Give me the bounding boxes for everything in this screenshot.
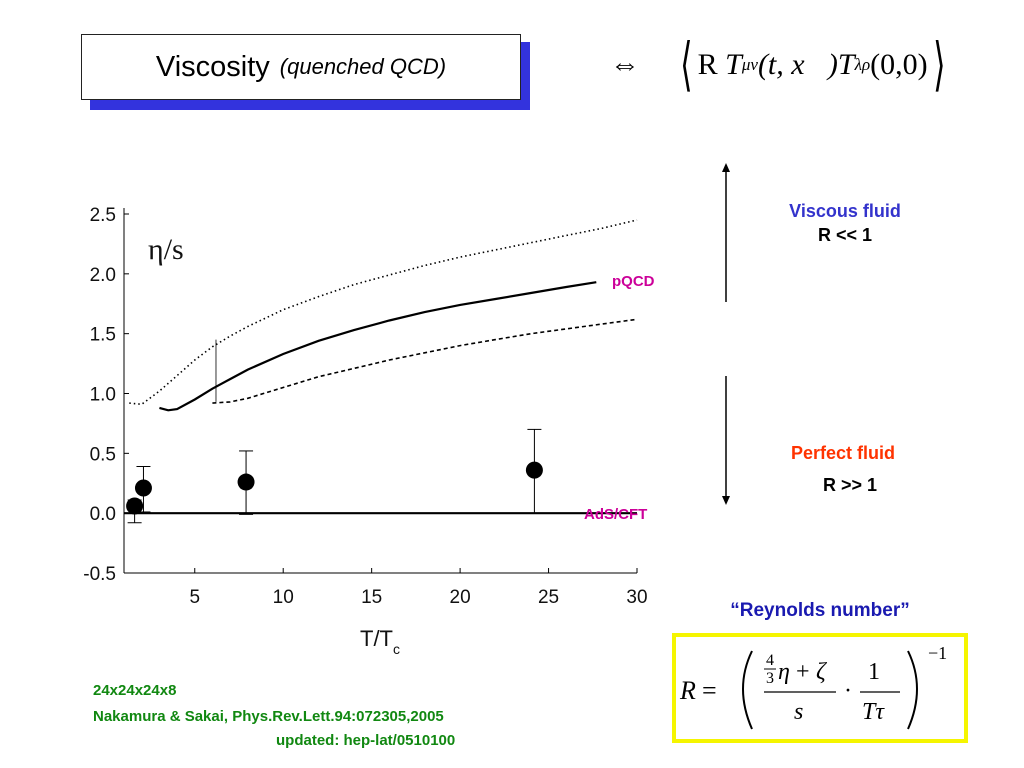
svg-text:Tτ: Tτ — [862, 699, 885, 725]
correlator-sub1: μν — [741, 55, 758, 74]
correlator-t1: T — [725, 48, 742, 81]
x-tick-label: 30 — [626, 587, 647, 608]
x-axis-label-sub: c — [393, 641, 400, 657]
x-axis-label: T/Tc — [360, 626, 400, 657]
correlator-t2: T — [837, 48, 855, 81]
x-axis-label-main: T/T — [360, 626, 393, 651]
correlator-sub2: λρ — [854, 55, 871, 74]
x-tick-label: 15 — [361, 587, 382, 608]
y-tick-label: 0.0 — [90, 504, 116, 525]
viscous-fluid-label: Viscous fluid — [789, 201, 901, 221]
svg-text:1: 1 — [868, 659, 880, 685]
left-angle-bracket: ⟨ — [680, 32, 693, 97]
reynolds-number-title: “Reynolds number” — [730, 600, 910, 621]
title-main: Viscosity — [155, 50, 270, 83]
reynolds-formula: R = 4 3 η + ζ s · 1 Tτ −1 — [679, 643, 947, 730]
y-tick-label: 0.5 — [90, 444, 116, 465]
correlator-args1: (t, x⃗) — [757, 48, 838, 81]
up-arrow-head — [722, 163, 730, 172]
r-less-than-one: R << 1 — [817, 225, 873, 245]
svg-text:4: 4 — [766, 652, 774, 669]
y-tick-label: 1.5 — [90, 325, 116, 346]
data-point — [134, 479, 152, 497]
series-line-1 — [129, 219, 638, 406]
perfect-fluid-label: Perfect fluid — [790, 443, 896, 463]
svg-text:·: · — [844, 678, 852, 704]
chart-series — [124, 219, 638, 515]
correlator-args2: (0,0) — [870, 48, 928, 81]
y-tick-label: -0.5 — [83, 564, 116, 585]
pqcd-label: pQCD — [612, 273, 655, 290]
y-tick-label: 2.5 — [90, 205, 116, 226]
down-arrow-head — [722, 496, 730, 505]
r-greater-than-one: R >> 1 — [822, 475, 878, 495]
title-subtitle: (quenched QCD) — [279, 54, 447, 79]
chart-axes: -0.5 0.0 0.5 1.0 1.5 2.0 2.5 5 10 15 20 25 30 — [83, 205, 647, 608]
svg-text:=: = — [702, 676, 717, 705]
x-tick-label: 5 — [189, 587, 200, 608]
x-tick-label: 25 — [538, 587, 559, 608]
data-point — [237, 473, 255, 491]
paper-reference: Nakamura & Sakai, Phys.Rev.Lett.94:07230… — [93, 708, 444, 725]
svg-text:R: R — [679, 676, 696, 705]
slide-title: Viscosity (quenched QCD) — [81, 34, 521, 100]
svg-text:+: + — [796, 659, 810, 685]
right-angle-bracket: ⟩ — [932, 32, 946, 97]
x-tick-label: 10 — [273, 587, 294, 608]
y-tick-label: 2.0 — [90, 265, 116, 286]
svg-text:−1: −1 — [928, 643, 947, 663]
correlator-r: R — [697, 48, 718, 81]
y-tick-label: 1.0 — [90, 385, 116, 406]
svg-text:s: s — [794, 699, 803, 725]
equivalence-symbol: ⇔ — [610, 48, 640, 81]
x-tick-label: 20 — [450, 587, 471, 608]
update-reference: updated: hep-lat/0510100 — [276, 732, 456, 749]
lattice-size: 24x24x24x8 — [93, 682, 177, 699]
svg-text:ζ: ζ — [816, 659, 828, 685]
data-point — [126, 497, 144, 515]
eta-over-s-label: η/s — [148, 233, 184, 266]
adscft-label: AdS/CFT — [584, 506, 647, 523]
series-line-0 — [159, 281, 597, 412]
svg-text:η: η — [778, 659, 790, 685]
series-line-2 — [212, 318, 638, 404]
data-point — [525, 461, 543, 479]
chart-points — [126, 428, 543, 524]
reynolds-formula-box: R = 4 3 η + ζ s · 1 Tτ −1 — [672, 633, 968, 743]
svg-text:3: 3 — [766, 670, 774, 687]
